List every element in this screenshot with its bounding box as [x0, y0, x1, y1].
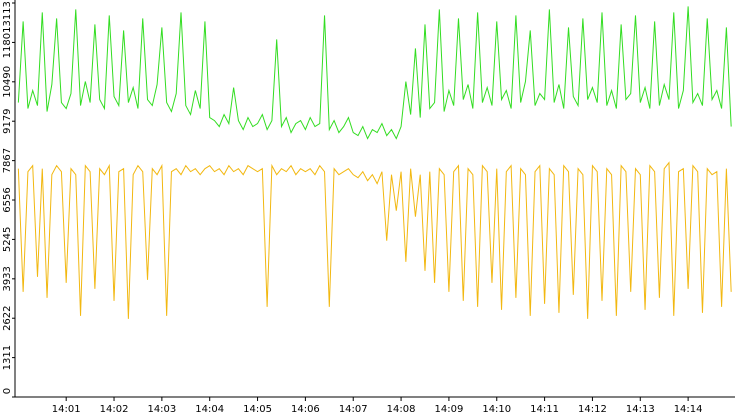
- y-tick-label: 10490: [2, 66, 13, 98]
- x-tick-label: 14:07: [339, 404, 368, 415]
- y-tick-label: 0: [2, 388, 13, 394]
- y-tick-label: 9179: [2, 108, 13, 133]
- x-tick-label: 14:05: [243, 404, 272, 415]
- x-tick-label: 14:01: [52, 404, 81, 415]
- y-tick-label: 11801: [2, 27, 13, 59]
- series-line: [17, 161, 732, 319]
- x-tick-label: 14:06: [291, 404, 320, 415]
- y-tick-label: 7867: [2, 148, 13, 173]
- x-tick-label: 14:08: [387, 404, 416, 415]
- y-tick-label: 5245: [2, 227, 13, 252]
- x-tick-label: 14:13: [626, 404, 655, 415]
- x-tick-label: 14:03: [147, 404, 176, 415]
- x-tick-label: 14:02: [100, 404, 129, 415]
- x-tick-label: 14:10: [482, 404, 511, 415]
- y-tick-label: 6556: [2, 187, 13, 212]
- x-tick-label: 14:11: [530, 404, 559, 415]
- y-tick-label: 2622: [2, 305, 13, 330]
- y-tick-label: 13113: [2, 1, 13, 33]
- y-tick-label: 1311: [2, 345, 13, 370]
- y-tick-label: 3933: [2, 266, 13, 291]
- series-line: [17, 6, 732, 140]
- x-tick-label: 14:04: [195, 404, 224, 415]
- x-tick-label: 14:12: [578, 404, 607, 415]
- x-tick-label: 14:09: [434, 404, 463, 415]
- x-tick-label: 14:14: [674, 404, 703, 415]
